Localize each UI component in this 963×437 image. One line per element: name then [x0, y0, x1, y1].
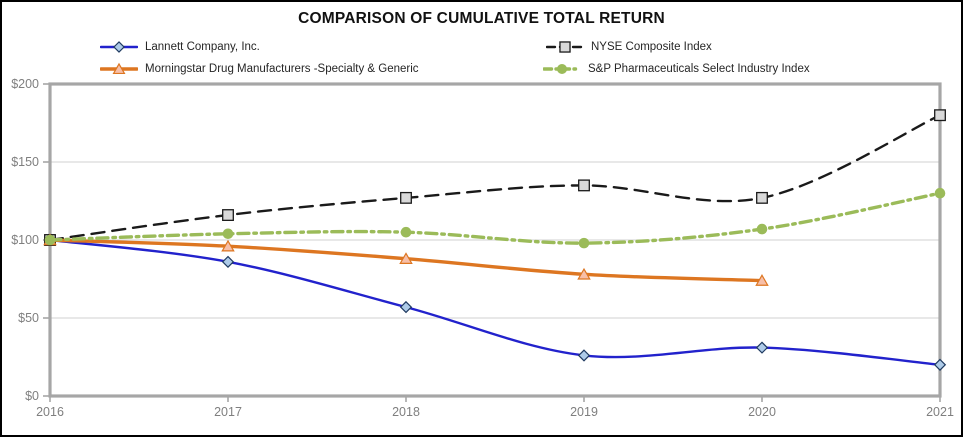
- svg-text:2016: 2016: [36, 405, 64, 419]
- svg-text:2019: 2019: [570, 405, 598, 419]
- svg-text:2017: 2017: [214, 405, 242, 419]
- svg-text:$150: $150: [11, 155, 39, 169]
- svg-text:$200: $200: [11, 77, 39, 91]
- legend-label-lannett: Lannett Company, Inc.: [145, 41, 260, 53]
- legend-label-nyse: NYSE Composite Index: [591, 41, 712, 53]
- chart-title: COMPARISON OF CUMULATIVE TOTAL RETURN: [298, 10, 665, 27]
- sp-pharma-line-swatch-icon: [543, 63, 581, 75]
- svg-text:$100: $100: [11, 233, 39, 247]
- morningstar-line-swatch-icon: [100, 62, 138, 75]
- legend-label-sp-pharma: S&P Pharmaceuticals Select Industry Inde…: [588, 63, 810, 75]
- legend-item-lannett: Lannett Company, Inc.: [100, 39, 260, 55]
- legend-item-sp-pharma: S&P Pharmaceuticals Select Industry Inde…: [543, 61, 810, 77]
- legend-label-morningstar: Morningstar Drug Manufacturers -Specialt…: [145, 63, 419, 75]
- svg-text:$0: $0: [25, 389, 39, 403]
- legend-item-nyse: NYSE Composite Index: [546, 39, 712, 55]
- svg-text:$50: $50: [18, 311, 39, 325]
- nyse-line-swatch-icon: [546, 41, 584, 53]
- svg-text:2021: 2021: [926, 405, 954, 419]
- legend-item-morningstar: Morningstar Drug Manufacturers -Specialt…: [100, 61, 419, 77]
- svg-text:2020: 2020: [748, 405, 776, 419]
- svg-text:2018: 2018: [392, 405, 420, 419]
- lannett-line-swatch-icon: [100, 41, 138, 53]
